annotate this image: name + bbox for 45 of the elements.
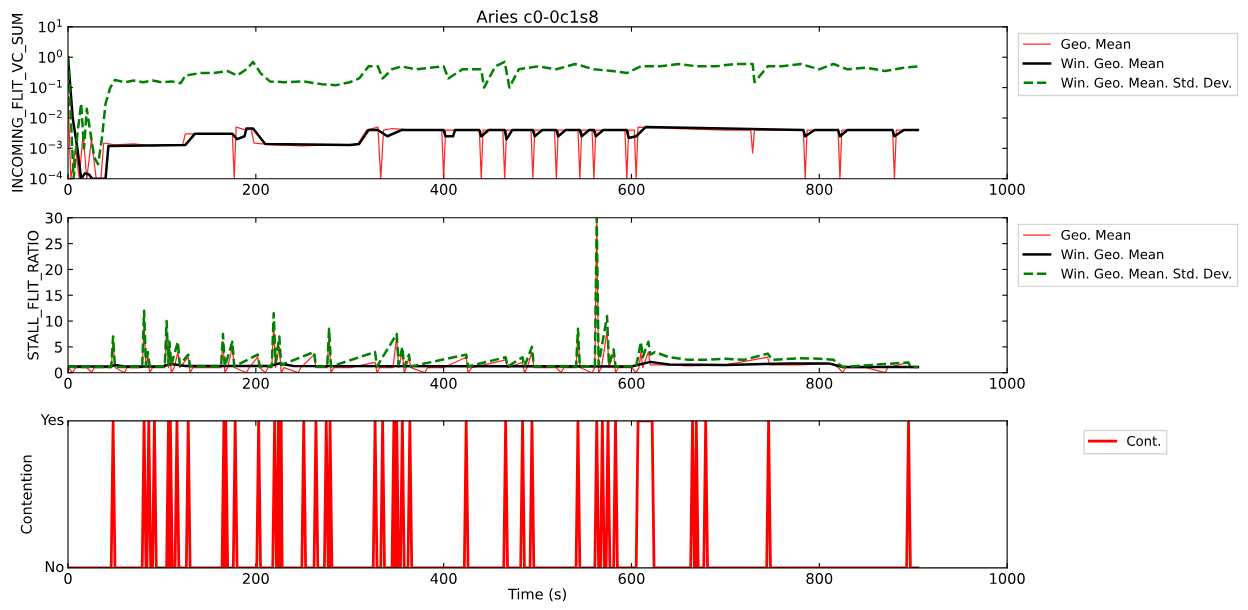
x-tick-label: 1000 <box>990 573 1025 585</box>
y-tick-label: 10$^{−3}$ <box>30 140 62 154</box>
legend-label: Cont. <box>1127 435 1160 446</box>
x-tick-label: 0 <box>64 183 72 195</box>
x-tick-label: 600 <box>618 183 645 195</box>
legend-label: Win. Geo. Mean <box>1061 249 1164 260</box>
x-axis-title: Time (s) <box>507 588 566 602</box>
y-axis-title: STALL_FLIT_RATIO <box>27 230 42 360</box>
x-tick-label: 0 <box>64 573 72 585</box>
x-tick-label: 400 <box>430 377 457 389</box>
x-tick-label: 1000 <box>990 183 1025 195</box>
y-tick-label: 10$^{−4}$ <box>30 171 63 185</box>
y-tick-label: 10 <box>46 315 63 327</box>
y-axis-title: INCOMING_FLIT_VC_SUM <box>11 14 27 192</box>
x-tick-label: 800 <box>806 377 833 389</box>
x-tick-label: 200 <box>242 573 269 585</box>
legend-label: Geo. Mean <box>1061 229 1131 240</box>
chart-title: Aries c0-0c1s8 <box>476 10 598 23</box>
y-tick-label: 10$^{−2}$ <box>30 110 62 124</box>
x-tick-label: 400 <box>430 183 457 195</box>
legend-label: Win. Geo. Mean <box>1061 58 1164 69</box>
legend-label: Win. Geo. Mean. Std. Dev. <box>1061 268 1231 279</box>
y-tick-label: 5 <box>55 341 62 353</box>
x-tick-label: 0 <box>64 377 72 389</box>
y-tick-label: 10$^{−1}$ <box>30 80 62 94</box>
y-tick-label: 15 <box>46 290 62 301</box>
x-tick-label: 800 <box>806 573 833 585</box>
x-tick-label: 800 <box>806 183 833 195</box>
x-tick-label: 200 <box>242 377 269 389</box>
y-tick-label: 20 <box>45 264 63 276</box>
legend-label: Geo. Mean <box>1061 38 1131 49</box>
x-tick-label: 400 <box>430 573 457 585</box>
y-tick-label: 10$^{0}$ <box>39 49 62 63</box>
x-tick-label: 1000 <box>990 377 1025 389</box>
y-tick-label: 25 <box>45 238 62 250</box>
text: Yes <box>40 414 64 426</box>
legend-label: Win. Geo. Mean. Std. Dev. <box>1061 77 1231 88</box>
y-tick-label: 30 <box>45 212 63 224</box>
y-axis-title: Contention <box>20 455 32 534</box>
y-tick-label: 0 <box>54 367 63 379</box>
x-tick-label: 200 <box>242 183 269 195</box>
x-tick-label: 600 <box>618 573 645 585</box>
x-tick-label: 600 <box>618 377 645 389</box>
y-tick-label: 10$^{1}$ <box>39 19 62 33</box>
text: No <box>45 561 64 573</box>
